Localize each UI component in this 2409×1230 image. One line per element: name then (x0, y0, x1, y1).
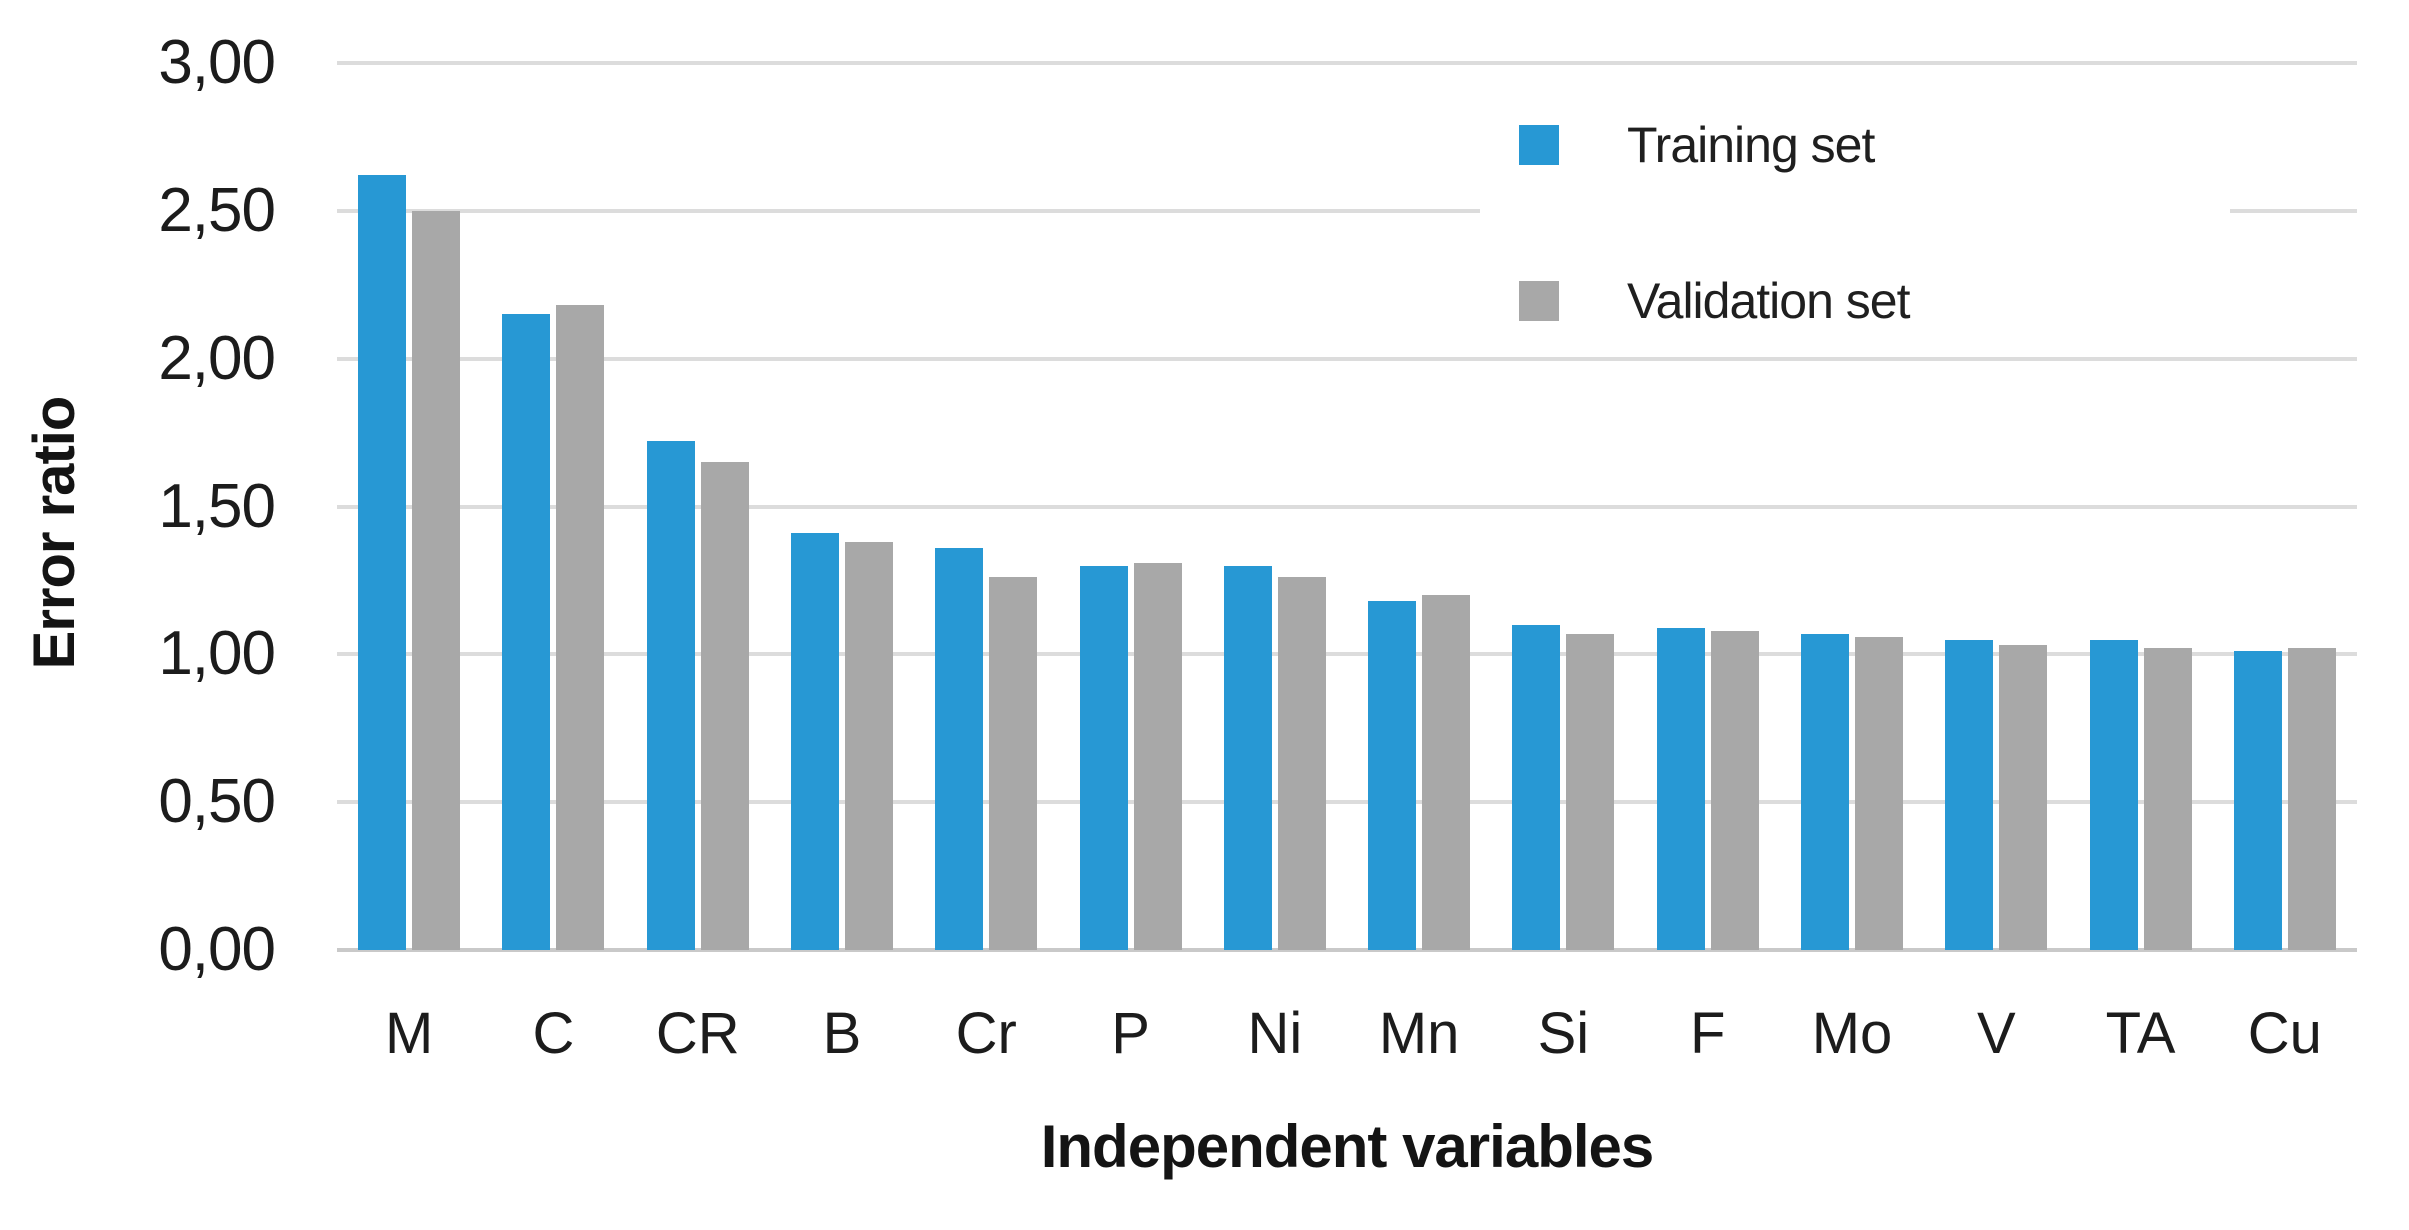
training-set-swatch-icon (1519, 125, 1559, 165)
bar-validation-set-f (1710, 630, 1759, 950)
bar-validation-set-cr (700, 462, 749, 950)
bar-validation-set-si (1566, 633, 1615, 950)
x-tick-label-ni: Ni (1247, 1001, 1303, 1066)
gridline (337, 61, 2357, 65)
x-tick-label-mn: Mn (1378, 1001, 1460, 1066)
legend-label: Validation set (1627, 273, 1910, 329)
x-axis-baseline (337, 948, 2357, 952)
legend: Training set Validation set (1480, 95, 2230, 355)
x-tick-label-mo: Mo (1811, 1001, 1893, 1066)
x-tick-label-f: F (1689, 1001, 1726, 1066)
bar-training-set-p (1079, 565, 1128, 950)
bar-training-set-f (1656, 627, 1705, 950)
validation-set-swatch-icon (1519, 281, 1559, 321)
bar-validation-set-b (845, 541, 893, 950)
plot-area (337, 61, 2357, 952)
gridline (337, 356, 2357, 361)
x-tick-label-c: C (532, 1001, 575, 1066)
x-tick-label-cr: Cr (955, 1001, 1017, 1066)
bar-validation-set-m (412, 210, 461, 950)
gridline (337, 504, 2357, 509)
bar-training-set-cu (2233, 651, 2282, 950)
x-tick-label-cr: CR (655, 1001, 740, 1066)
bar-training-set-mo (1801, 633, 1849, 950)
x-tick-label-si: Si (1537, 1001, 1590, 1066)
bar-validation-set-cr (989, 577, 1038, 950)
gridline (337, 800, 2357, 805)
bar-validation-set-mn (1422, 595, 1471, 950)
y-tick-label: 0,00 (158, 915, 276, 984)
y-tick-label: 3,00 (158, 28, 276, 97)
y-tick-label: 1,00 (158, 619, 276, 689)
bar-training-set-mn (1368, 601, 1417, 950)
x-tick-label-m: M (384, 1001, 434, 1066)
bar-training-set-ni (1223, 565, 1272, 950)
y-tick-label: 0,50 (158, 767, 276, 837)
bar-training-set-v (1945, 639, 1994, 950)
bar-validation-set-ni (1277, 577, 1326, 950)
bar-training-set-b (791, 533, 839, 950)
y-tick-label: 2,50 (158, 175, 276, 245)
bar-validation-set-p (1133, 562, 1182, 950)
bar-validation-set-ta (2143, 648, 2192, 950)
gridline (337, 208, 2357, 213)
legend-item-training-set: Training set (1519, 117, 1875, 173)
y-tick-label: 2,00 (158, 323, 276, 393)
bar-validation-set-cu (2287, 648, 2336, 950)
x-tick-label-p: P (1111, 1001, 1150, 1066)
bar-training-set-si (1512, 624, 1561, 950)
gridline (337, 652, 2357, 657)
bar-validation-set-mo (1855, 636, 1903, 950)
bar-training-set-cr (646, 441, 695, 950)
bar-validation-set-v (1999, 645, 2048, 950)
bar-training-set-cr (935, 547, 984, 950)
x-tick-label-v: V (1976, 1001, 2016, 1066)
x-tick-label-ta: TA (2105, 1001, 2176, 1066)
y-tick-label: 1,50 (158, 471, 276, 541)
bar-training-set-ta (2089, 639, 2138, 950)
legend-item-validation-set: Validation set (1519, 273, 1910, 329)
bar-training-set-m (358, 175, 407, 950)
legend-label: Training set (1627, 117, 1875, 173)
x-axis-title: Independent variables (1040, 1113, 1655, 1180)
x-tick-label-cu: Cu (2247, 1001, 2322, 1066)
x-tick-label-b: B (822, 1001, 862, 1066)
bar-validation-set-c (556, 305, 605, 950)
bar-training-set-c (502, 314, 551, 950)
